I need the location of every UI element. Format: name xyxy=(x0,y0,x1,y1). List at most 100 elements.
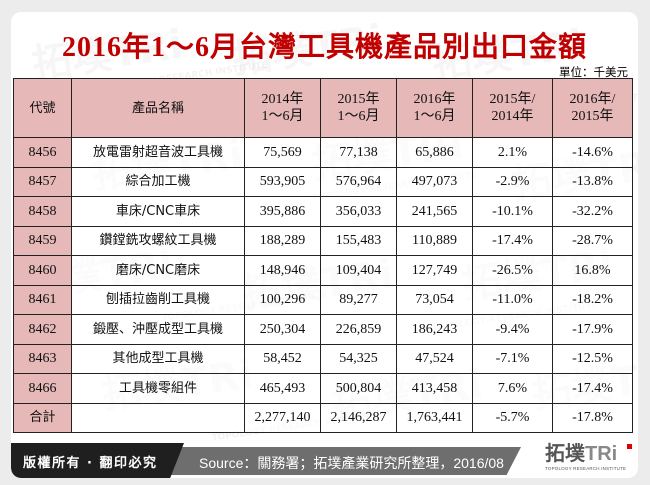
logo-chinese: 拓墣 xyxy=(545,441,585,465)
cell-growth-2016: -17.9% xyxy=(552,314,633,345)
cell-2016: 497,073 xyxy=(396,166,473,197)
logo-wordmark: 拓墣TRi xyxy=(545,442,635,465)
cell-growth-2015: 7.6% xyxy=(472,373,553,404)
cell-code: 8457 xyxy=(13,166,72,197)
table-row: 8462 鍛壓、沖壓成型工具機 250,304 226,859 186,243 … xyxy=(13,314,633,345)
cell-growth-2015: 2.1% xyxy=(472,137,553,168)
cell-growth-2015: -17.4% xyxy=(472,225,553,256)
cell-growth-2015: -11.0% xyxy=(472,284,553,315)
cell-2015: 89,277 xyxy=(320,284,397,315)
logo-subtitle: TOPOLOGY RESEARCH INSTITUTE xyxy=(545,466,627,471)
unit-label: 單位：千美元 xyxy=(559,65,628,79)
cell-2016: 186,243 xyxy=(396,314,473,345)
cell-code: 8458 xyxy=(13,196,72,227)
cell-growth-2015: -9.4% xyxy=(472,314,553,345)
cell-growth-2016: -17.4% xyxy=(552,373,633,404)
cell-name: 鍛壓、沖壓成型工具機 xyxy=(71,314,245,345)
tri-logo: 拓墣TRi TOPOLOGY RESEARCH INSTITUTE xyxy=(545,442,635,476)
cell-growth-2015: -26.5% xyxy=(472,255,553,286)
cell-2014: 148,946 xyxy=(244,255,321,286)
cell-name: 車床/CNC車床 xyxy=(71,196,245,227)
export-table: 代號 產品名稱 2014年 1～6月 2015年 1～6月 2016年 1～6月 20… xyxy=(13,78,633,433)
cell-growth-2016: -18.2% xyxy=(552,284,633,315)
cell-code: 8466 xyxy=(13,373,72,404)
cell-name: 綜合加工機 xyxy=(71,166,245,197)
header-2016: 2016年 1～6月 xyxy=(396,78,473,138)
cell-name: 工具機零組件 xyxy=(71,373,245,404)
cell-2016: 65,886 xyxy=(396,137,473,168)
cell-growth-2016: -17.8% xyxy=(552,402,633,433)
cell-growth-2015: -7.1% xyxy=(472,343,553,374)
cell-code: 8462 xyxy=(13,314,72,345)
cell-growth-2015: -2.9% xyxy=(472,166,553,197)
header-product-name: 產品名稱 xyxy=(71,78,245,138)
cell-code: 8459 xyxy=(13,225,72,256)
cell-2014: 465,493 xyxy=(244,373,321,404)
table-row: 8466 工具機零組件 465,493 500,804 413,458 7.6%… xyxy=(13,373,633,404)
header-code: 代號 xyxy=(13,78,72,138)
cell-growth-2016: -14.6% xyxy=(552,137,633,168)
table-row: 8459 鑽鏜銑攻螺紋工具機 188,289 155,483 110,889 -… xyxy=(13,225,633,256)
cell-2016: 47,524 xyxy=(396,343,473,374)
page-title: 2016年1～6月台灣工具機產品別出口金額 xyxy=(61,32,587,63)
cell-2014: 250,304 xyxy=(244,314,321,345)
cell-name: 鑽鏜銑攻螺紋工具機 xyxy=(71,225,245,256)
cell-2015: 54,325 xyxy=(320,343,397,374)
cell-2015: 226,859 xyxy=(320,314,397,345)
footer-copyright-band xyxy=(11,443,184,478)
cell-2014: 2,277,140 xyxy=(244,402,321,433)
cell-growth-2015: -5.7% xyxy=(472,402,553,433)
table-total-row: 合計 2,277,140 2,146,287 1,763,441 -5.7% -… xyxy=(13,402,633,433)
header-growth-2016-2015: 2016年/2015年 xyxy=(552,78,633,138)
cell-name: 刨插拉齒削工具機 xyxy=(71,284,245,315)
table-row: 8457 綜合加工機 593,905 576,964 497,073 -2.9%… xyxy=(13,166,633,197)
cell-2015: 155,483 xyxy=(320,225,397,256)
cell-2014: 395,886 xyxy=(244,196,321,227)
cell-2014: 100,296 xyxy=(244,284,321,315)
header-2014: 2014年 1～6月 xyxy=(244,78,321,138)
cell-code: 8463 xyxy=(13,343,72,374)
cell-2015: 77,138 xyxy=(320,137,397,168)
cell-code: 8456 xyxy=(13,137,72,168)
header-growth-2015-2014: 2015年/2014年 xyxy=(472,78,553,138)
cell-2016: 110,889 xyxy=(396,225,473,256)
cell-2015: 109,404 xyxy=(320,255,397,286)
cell-2014: 188,289 xyxy=(244,225,321,256)
logo-red-dot-icon xyxy=(627,444,632,449)
cell-2016: 1,763,441 xyxy=(396,402,473,433)
footer-source-band xyxy=(161,447,521,475)
report-card: 拓墣TRi 拓墣TRi 拓墣TRi 拓墣TRi 拓墣TRi 拓墣TRi 拓墣TR… xyxy=(11,12,638,478)
table-row: 8463 其他成型工具機 58,452 54,325 47,524 -7.1% … xyxy=(13,343,633,374)
header-2015: 2015年 1～6月 xyxy=(320,78,397,138)
cell-growth-2016: 16.8% xyxy=(552,255,633,286)
cell-2015: 576,964 xyxy=(320,166,397,197)
cell-name xyxy=(71,402,245,433)
cell-2016: 127,749 xyxy=(396,255,473,286)
logo-latin: TRi xyxy=(585,443,618,465)
cell-growth-2016: -13.8% xyxy=(552,166,633,197)
cell-name: 其他成型工具機 xyxy=(71,343,245,374)
cell-2014: 58,452 xyxy=(244,343,321,374)
copyright-notice: 版權所有 · 翻印必究 xyxy=(23,456,158,471)
source-note: Source：關務署；拓墣產業研究所整理，2016/08 xyxy=(199,455,504,471)
cell-2016: 413,458 xyxy=(396,373,473,404)
cell-2014: 593,905 xyxy=(244,166,321,197)
table-row: 8461 刨插拉齒削工具機 100,296 89,277 73,054 -11.… xyxy=(13,284,633,315)
table-row: 8460 磨床/CNC磨床 148,946 109,404 127,749 -2… xyxy=(13,255,633,286)
cell-2016: 241,565 xyxy=(396,196,473,227)
table-header-row: 代號 產品名稱 2014年 1～6月 2015年 1～6月 2016年 1～6月 20… xyxy=(13,78,633,138)
cell-code: 8460 xyxy=(13,255,72,286)
cell-2015: 2,146,287 xyxy=(320,402,397,433)
cell-2014: 75,569 xyxy=(244,137,321,168)
cell-2015: 500,804 xyxy=(320,373,397,404)
cell-growth-2016: -32.2% xyxy=(552,196,633,227)
cell-growth-2016: -12.5% xyxy=(552,343,633,374)
cell-growth-2016: -28.7% xyxy=(552,225,633,256)
cell-2015: 356,033 xyxy=(320,196,397,227)
cell-total-label: 合計 xyxy=(13,402,72,433)
table-row: 8458 車床/CNC車床 395,886 356,033 241,565 -1… xyxy=(13,196,633,227)
cell-2016: 73,054 xyxy=(396,284,473,315)
cell-name: 磨床/CNC磨床 xyxy=(71,255,245,286)
cell-growth-2015: -10.1% xyxy=(472,196,553,227)
cell-name: 放電雷射超音波工具機 xyxy=(71,137,245,168)
